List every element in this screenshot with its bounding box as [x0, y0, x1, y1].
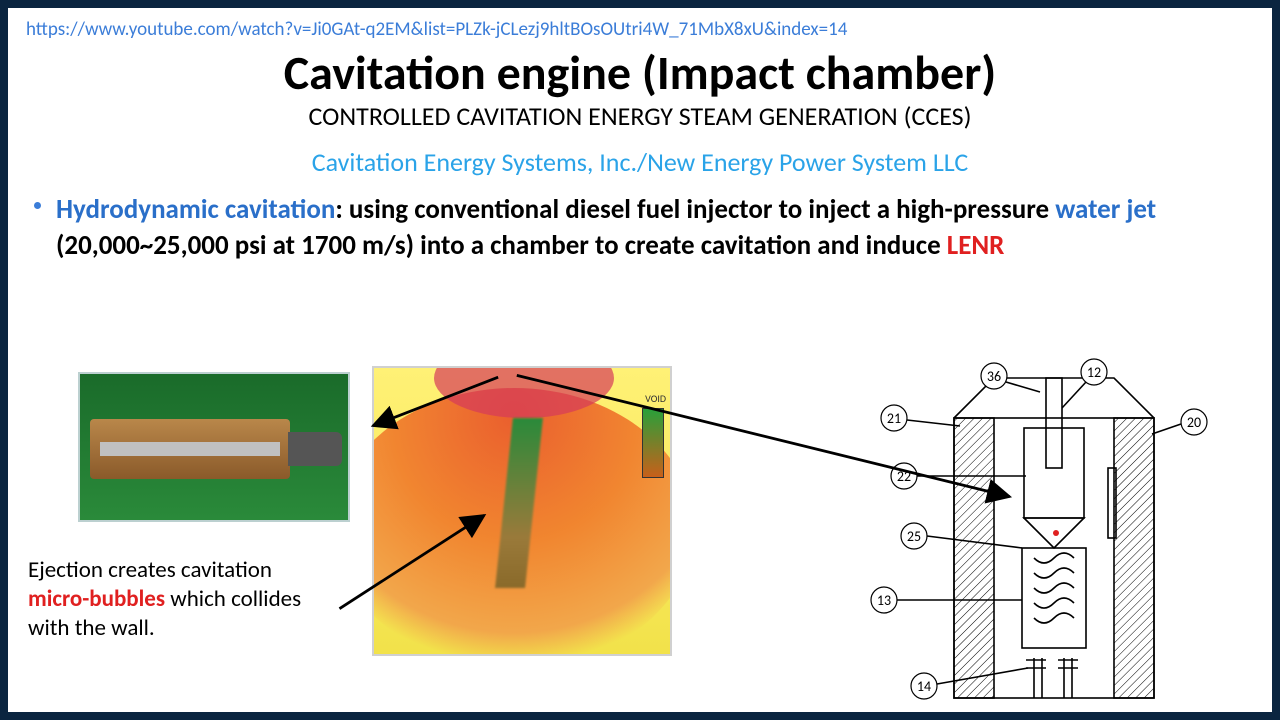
bullet-text: Hydrodynamic cavitation: using conventio… [56, 192, 1254, 265]
figure-cfd: VOID [372, 366, 672, 656]
svg-text:21: 21 [887, 410, 901, 427]
svg-text:22: 22 [897, 468, 911, 485]
callout-13: 13 [871, 587, 1022, 613]
hl-microbubbles: micro-bubbles [28, 585, 165, 613]
bullet-icon [34, 202, 41, 209]
svg-text:36: 36 [987, 368, 1001, 385]
hl-waterjet: water jet [1055, 193, 1156, 226]
figure-caption: Ejection creates cavitation micro-bubble… [28, 556, 328, 642]
svg-text:12: 12 [1087, 364, 1101, 381]
caption-seg1: Ejection creates cavitation [28, 556, 272, 584]
bullet-item: Hydrodynamic cavitation: using conventio… [26, 192, 1254, 265]
callout-12: 12 [1062, 359, 1107, 408]
figure-drawing: 36 12 21 20 22 25 13 14 [764, 348, 1234, 708]
svg-text:13: 13 [877, 592, 891, 609]
svg-text:14: 14 [917, 678, 931, 695]
bullet-seg2: (20,000~25,000 psi at 1700 m/s) into a c… [56, 229, 947, 262]
svg-text:25: 25 [907, 528, 921, 545]
slide-frame: https://www.youtube.com/watch?v=Ji0GAt-q… [0, 0, 1280, 720]
hl-lenr: LENR [947, 229, 1005, 262]
slide-title: Cavitation engine (Impact chamber) [26, 43, 1254, 102]
company-line: Cavitation Energy Systems, Inc./New Ener… [26, 146, 1254, 178]
figure-injector [78, 372, 350, 522]
svg-text:20: 20 [1187, 414, 1201, 431]
injector-shaft [100, 442, 280, 456]
hl-cavitation: Hydrodynamic cavitation [56, 193, 335, 226]
bullet-seg1: : using conventional diesel fuel injecto… [335, 193, 1055, 226]
slide-subtitle: CONTROLLED CAVITATION ENERGY STEAM GENER… [26, 100, 1254, 132]
callout-20: 20 [1152, 409, 1207, 435]
callout-21: 21 [881, 405, 960, 431]
legend-bar [642, 408, 664, 478]
source-url[interactable]: https://www.youtube.com/watch?v=Ji0GAt-q… [26, 18, 1254, 41]
injector-nozzle [288, 432, 342, 466]
legend-title: VOID [645, 392, 666, 405]
figure-area: Ejection creates cavitation micro-bubble… [26, 366, 1254, 702]
